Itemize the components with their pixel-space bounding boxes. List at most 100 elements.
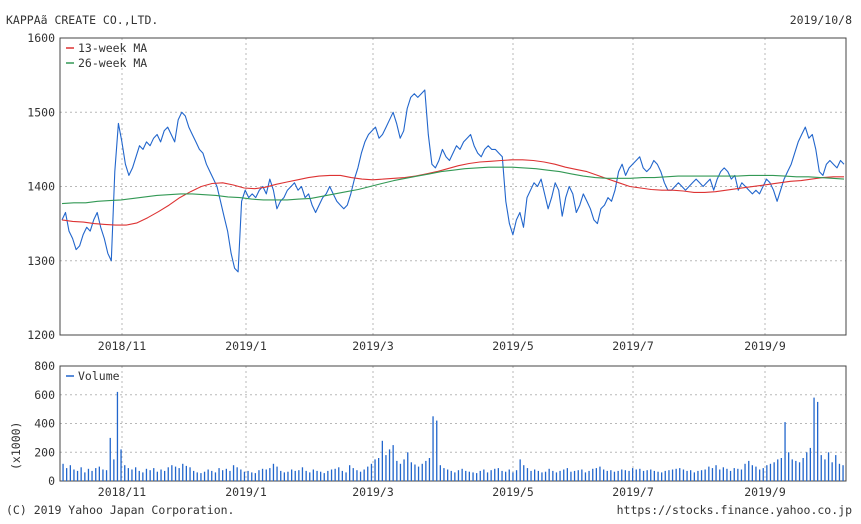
- y-tick-label: 1400: [27, 180, 55, 194]
- volume-bar: [236, 467, 238, 481]
- volume-bar: [327, 470, 329, 481]
- x-tick-label: 2019/3: [352, 339, 394, 353]
- volume-bar: [436, 420, 438, 481]
- volume-bar: [599, 466, 601, 481]
- volume-bar: [494, 468, 496, 481]
- volume-bar: [693, 472, 695, 481]
- volume-bar: [84, 472, 86, 481]
- volume-bar: [381, 440, 383, 482]
- volume-bar: [414, 464, 416, 481]
- volume-bar: [450, 470, 452, 481]
- volume-bar: [675, 468, 677, 481]
- volume-bar: [189, 467, 191, 481]
- copyright-text: (C) 2019 Yahoo Japan Corporation.: [6, 503, 234, 517]
- volume-bar: [497, 468, 499, 481]
- volume-bar: [247, 470, 249, 481]
- volume-bar: [624, 470, 626, 481]
- volume-bar: [214, 472, 217, 481]
- volume-bar: [265, 469, 267, 481]
- volume-bar: [385, 455, 387, 481]
- volume-bar: [330, 469, 333, 481]
- volume-bar: [809, 447, 811, 481]
- price-panel: 1200 1300 1400 1500 1600 2018/11 2019/1 2019/3 2…: [27, 31, 847, 353]
- volume-bar: [417, 466, 420, 481]
- volume-bar: [370, 463, 373, 482]
- volume-bar: [726, 468, 728, 481]
- volume-bar: [468, 471, 470, 481]
- volume-bar: [174, 466, 177, 481]
- x-tick-label: 2019/1: [225, 485, 267, 499]
- volume-bar: [606, 470, 608, 481]
- volume-bar: [62, 463, 64, 482]
- volume-bar: [229, 470, 231, 481]
- volume-bar: [261, 468, 264, 481]
- volume-bar: [802, 458, 804, 481]
- volume-bar: [461, 468, 463, 481]
- volume-bar: [682, 469, 685, 481]
- volume-bar: [164, 470, 166, 481]
- volume-bar: [145, 468, 148, 481]
- volume-bar: [98, 466, 100, 481]
- volume-bar: [661, 472, 663, 481]
- volume-bar: [410, 462, 412, 481]
- volume-bar: [555, 472, 558, 481]
- volume-bar: [232, 465, 235, 481]
- volume-bar: [207, 469, 209, 481]
- volume-bar: [352, 468, 354, 481]
- volume-bar: [490, 470, 492, 481]
- volume-bar: [784, 422, 786, 481]
- volume-bar: [349, 465, 351, 481]
- volume-bar: [719, 469, 721, 481]
- volume-bar: [399, 463, 402, 482]
- volume-bar: [76, 470, 79, 481]
- plot-frame: [59, 37, 847, 336]
- volume-bar: [530, 470, 532, 481]
- volume-bar: [541, 472, 543, 481]
- volume-bar: [131, 469, 133, 481]
- volume-bar: [200, 473, 202, 481]
- volume-bar: [769, 463, 772, 482]
- x-tick-label: 2019/3: [352, 485, 394, 499]
- y-tick-label: 600: [34, 388, 55, 402]
- volume-bar: [272, 463, 275, 482]
- volume-bar: [544, 471, 547, 481]
- volume-bar: [595, 468, 597, 481]
- volume-bar: [127, 468, 129, 481]
- volume-bar: [729, 470, 732, 481]
- volume-bar: [91, 470, 93, 481]
- volume-bar: [87, 468, 90, 481]
- volume-bar: [428, 458, 431, 481]
- x-tick-label: 2018/11: [98, 485, 147, 499]
- volume-bar: [251, 472, 253, 481]
- volume-bar: [817, 401, 819, 481]
- volume-bar: [443, 468, 445, 481]
- volume-bar: [287, 471, 289, 481]
- volume-bar: [182, 463, 184, 482]
- volume-bar: [740, 469, 743, 481]
- volume-bar: [613, 471, 616, 481]
- y-tick-label: 1200: [27, 328, 55, 342]
- volume-bar: [548, 468, 550, 481]
- plot-frame: [59, 365, 847, 482]
- volume-bar: [167, 467, 169, 481]
- volume-bar: [581, 469, 583, 481]
- volume-bar: [193, 470, 195, 481]
- y-tick-label: 1500: [27, 105, 55, 119]
- volume-bar: [653, 470, 655, 481]
- volume-bar: [519, 459, 521, 481]
- volume-bar: [697, 470, 699, 481]
- volume-bar: [820, 455, 822, 481]
- volume-bar: [356, 470, 358, 481]
- volume-bar: [628, 470, 630, 481]
- volume-bar: [592, 468, 594, 481]
- volume-bar: [203, 471, 206, 481]
- volume-bar: [359, 471, 362, 481]
- volume-bar: [773, 462, 775, 481]
- volume-bar: [156, 471, 158, 481]
- volume-bar: [432, 416, 434, 481]
- volume-bar: [476, 473, 478, 481]
- volume-bar: [316, 470, 318, 481]
- volume-bar: [222, 470, 224, 481]
- volume-bar: [646, 470, 648, 481]
